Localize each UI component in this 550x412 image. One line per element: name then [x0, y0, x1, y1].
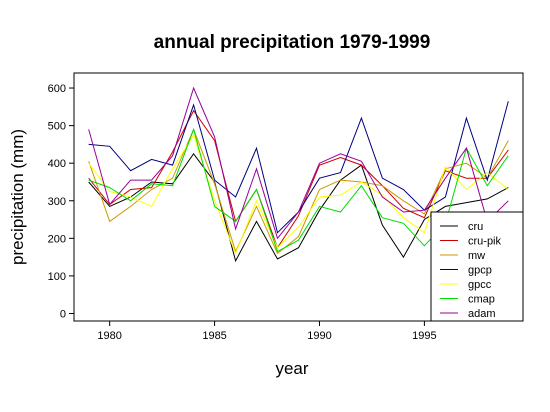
series-line-adam: [88, 86, 509, 240]
legend-label-cru-pik: cru-pik: [468, 236, 502, 248]
legend: cru cru-pik mw gpcp gpcc cmap adam: [430, 211, 524, 322]
legend-label-gpcp: gpcp: [468, 265, 492, 277]
x-axis: 1980 1985 1990 1995: [97, 321, 437, 342]
y-tick-label: 100: [48, 271, 66, 283]
series-line-mw: [88, 128, 509, 255]
x-tick-label: 1985: [202, 330, 226, 342]
x-tick-label: 1980: [97, 330, 121, 342]
y-tick-label: 0: [60, 308, 66, 320]
legend-label-gpcc: gpcc: [468, 279, 492, 291]
legend-box: [430, 211, 524, 322]
plot-frame: [73, 72, 524, 322]
y-tick-label: 200: [48, 233, 66, 245]
y-tick-label: 300: [48, 196, 66, 208]
x-axis-title: year: [275, 359, 308, 378]
legend-label-adam: adam: [468, 308, 496, 320]
y-tick-label: 600: [48, 83, 66, 95]
y-tick-label: 400: [48, 158, 66, 170]
y-tick-label: 500: [48, 121, 66, 133]
legend-label-cmap: cmap: [468, 294, 495, 306]
x-tick-label: 1990: [307, 330, 331, 342]
x-tick-label: 1995: [412, 330, 436, 342]
legend-label-mw: mw: [468, 250, 485, 262]
legend-label-cru: cru: [468, 221, 483, 233]
series-line-cru: [88, 152, 509, 263]
y-axis: 0 100 200 300 400 500 600: [48, 83, 74, 320]
y-axis-title: precipitation (mm): [8, 129, 27, 265]
series-line-cru-pik: [88, 109, 509, 249]
chart-title: annual precipitation 1979-1999: [154, 32, 431, 53]
